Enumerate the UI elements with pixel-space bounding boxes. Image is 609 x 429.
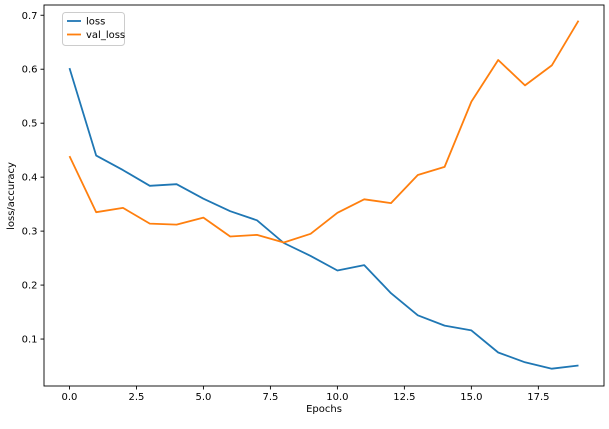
legend-label-loss: loss [86, 17, 105, 28]
x-tick-label: 17.5 [527, 392, 549, 403]
x-tick-label: 10.0 [326, 392, 348, 403]
plot-area-border [43, 4, 605, 387]
y-tick-label: 0.3 [22, 227, 38, 238]
x-tick-label: 2.5 [128, 392, 144, 403]
legend: loss val_loss [62, 12, 125, 46]
y-tick-label: 0.5 [22, 119, 38, 130]
y-axis-ticks: 0.1 0.2 0.3 0.4 0.5 0.6 0.7 [22, 11, 44, 346]
x-axis-ticks: 0.0 2.5 5.0 7.5 10.0 12.5 15.0 17.5 [62, 386, 549, 403]
x-tick-label: 5.0 [195, 392, 211, 403]
x-tick-label: 7.5 [262, 392, 278, 403]
loss-line [68, 67, 579, 370]
x-axis-label: Epochs [306, 404, 342, 415]
y-tick-label: 0.6 [22, 65, 38, 76]
y-tick-label: 0.7 [22, 11, 38, 22]
y-axis-label: loss/accuracy [6, 162, 17, 230]
y-tick-label: 0.2 [22, 281, 38, 292]
x-tick-label: 0.0 [62, 392, 78, 403]
legend-entry-loss: loss [67, 17, 105, 28]
legend-entry-val-loss: val_loss [67, 30, 125, 41]
x-tick-label: 12.5 [393, 392, 415, 403]
val_loss-line [68, 20, 580, 244]
legend-label-val-loss: val_loss [86, 30, 125, 41]
plot-series-group [68, 20, 580, 370]
x-tick-label: 15.0 [460, 392, 482, 403]
y-tick-label: 0.4 [22, 173, 38, 184]
y-tick-label: 0.1 [22, 335, 38, 346]
